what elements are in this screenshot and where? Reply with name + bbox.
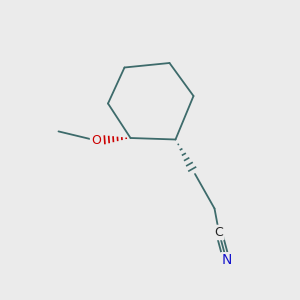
Text: C: C [214,226,224,239]
Text: N: N [221,254,232,267]
Text: O: O [91,134,101,147]
